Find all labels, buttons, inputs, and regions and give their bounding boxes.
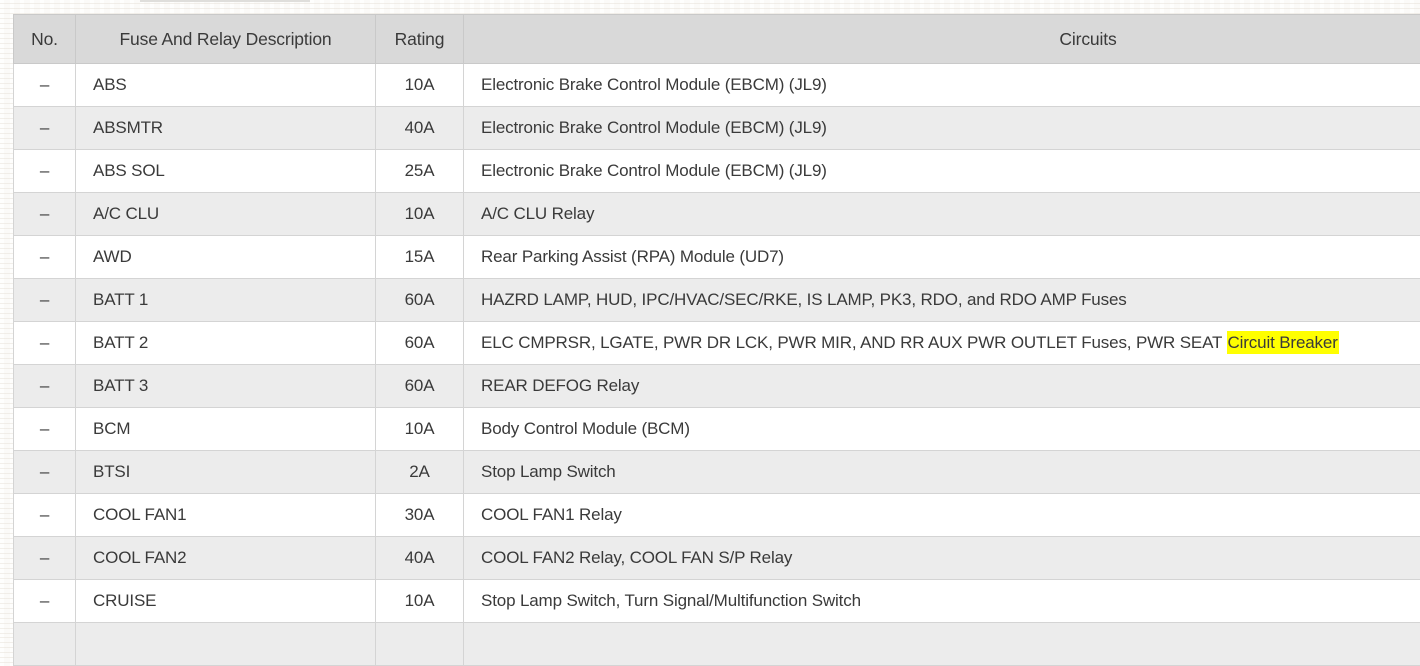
cell-rating — [376, 623, 464, 666]
table-row: – AWD 15A Rear Parking Assist (RPA) Modu… — [14, 236, 1420, 279]
circuits-text: Rear Parking Assist (RPA) Module (UD7) — [481, 247, 784, 266]
table-row: – BATT 2 60A ELC CMPRSR, LGATE, PWR DR L… — [14, 322, 1420, 365]
circuits-text: Stop Lamp Switch — [481, 462, 616, 481]
table-row: – BCM 10A Body Control Module (BCM) — [14, 408, 1420, 451]
cell-no: – — [14, 193, 76, 236]
cropped-element-edge — [140, 0, 310, 2]
col-header-rating: Rating — [376, 15, 464, 64]
cell-description: ABSMTR — [76, 107, 376, 150]
cell-rating: 60A — [376, 279, 464, 322]
table-row: – ABSMTR 40A Electronic Brake Control Mo… — [14, 107, 1420, 150]
cell-description: BTSI — [76, 451, 376, 494]
cell-rating: 10A — [376, 193, 464, 236]
cell-no: – — [14, 408, 76, 451]
cell-circuits: Stop Lamp Switch — [464, 451, 1420, 494]
cell-no: – — [14, 365, 76, 408]
fuse-table-container: No. Fuse And Relay Description Rating Ci… — [13, 14, 1420, 666]
cell-circuits: Electronic Brake Control Module (EBCM) (… — [464, 64, 1420, 107]
cell-description — [76, 623, 376, 666]
cell-no: – — [14, 322, 76, 365]
cell-rating: 60A — [376, 365, 464, 408]
cell-description: BATT 3 — [76, 365, 376, 408]
cell-description: A/C CLU — [76, 193, 376, 236]
circuits-text: Body Control Module (BCM) — [481, 419, 690, 438]
cell-rating: 40A — [376, 107, 464, 150]
cell-rating: 25A — [376, 150, 464, 193]
cell-no: – — [14, 150, 76, 193]
cell-rating: 60A — [376, 322, 464, 365]
table-row: – COOL FAN1 30A COOL FAN1 Relay — [14, 494, 1420, 537]
cell-no: – — [14, 279, 76, 322]
cell-description: COOL FAN2 — [76, 537, 376, 580]
circuits-text: A/C CLU Relay — [481, 204, 594, 223]
circuits-text: ELC CMPRSR, LGATE, PWR DR LCK, PWR MIR, … — [481, 333, 1227, 352]
cell-circuits: A/C CLU Relay — [464, 193, 1420, 236]
cell-circuits: REAR DEFOG Relay — [464, 365, 1420, 408]
fuse-table-header: No. Fuse And Relay Description Rating Ci… — [14, 15, 1420, 64]
cell-rating: 40A — [376, 537, 464, 580]
cell-circuits: Stop Lamp Switch, Turn Signal/Multifunct… — [464, 580, 1420, 623]
cell-rating: 10A — [376, 408, 464, 451]
circuits-text: COOL FAN1 Relay — [481, 505, 622, 524]
cell-no: – — [14, 451, 76, 494]
cell-rating: 2A — [376, 451, 464, 494]
circuits-text: REAR DEFOG Relay — [481, 376, 639, 395]
cell-no — [14, 623, 76, 666]
circuits-text: COOL FAN2 Relay, COOL FAN S/P Relay — [481, 548, 792, 567]
circuits-text: Electronic Brake Control Module (EBCM) (… — [481, 75, 827, 94]
circuits-text: Stop Lamp Switch, Turn Signal/Multifunct… — [481, 591, 861, 610]
cell-no: – — [14, 580, 76, 623]
cell-no: – — [14, 537, 76, 580]
circuits-text: Electronic Brake Control Module (EBCM) (… — [481, 118, 827, 137]
fuse-table: No. Fuse And Relay Description Rating Ci… — [13, 14, 1420, 666]
table-row: – BTSI 2A Stop Lamp Switch — [14, 451, 1420, 494]
cell-circuits: Electronic Brake Control Module (EBCM) (… — [464, 107, 1420, 150]
fuse-table-body: – ABS 10A Electronic Brake Control Modul… — [14, 64, 1420, 666]
cell-rating: 10A — [376, 64, 464, 107]
table-row: – A/C CLU 10A A/C CLU Relay — [14, 193, 1420, 236]
cell-description: ABS SOL — [76, 150, 376, 193]
highlighted-text: Circuit Breaker — [1227, 331, 1339, 354]
circuits-text: HAZRD LAMP, HUD, IPC/HVAC/SEC/RKE, IS LA… — [481, 290, 1127, 309]
table-row-partial — [14, 623, 1420, 666]
cell-description: BATT 1 — [76, 279, 376, 322]
cell-rating: 10A — [376, 580, 464, 623]
table-row: – COOL FAN2 40A COOL FAN2 Relay, COOL FA… — [14, 537, 1420, 580]
cell-no: – — [14, 64, 76, 107]
cell-no: – — [14, 494, 76, 537]
cell-circuits: Body Control Module (BCM) — [464, 408, 1420, 451]
cell-description: BCM — [76, 408, 376, 451]
col-header-description: Fuse And Relay Description — [76, 15, 376, 64]
table-row: – ABS SOL 25A Electronic Brake Control M… — [14, 150, 1420, 193]
cell-no: – — [14, 236, 76, 279]
cell-circuits: Electronic Brake Control Module (EBCM) (… — [464, 150, 1420, 193]
cell-description: CRUISE — [76, 580, 376, 623]
cell-circuits: Rear Parking Assist (RPA) Module (UD7) — [464, 236, 1420, 279]
table-row: – CRUISE 10A Stop Lamp Switch, Turn Sign… — [14, 580, 1420, 623]
col-header-circuits: Circuits — [464, 15, 1420, 64]
cell-description: COOL FAN1 — [76, 494, 376, 537]
cell-description: AWD — [76, 236, 376, 279]
cell-rating: 15A — [376, 236, 464, 279]
table-row: – ABS 10A Electronic Brake Control Modul… — [14, 64, 1420, 107]
table-row: – BATT 3 60A REAR DEFOG Relay — [14, 365, 1420, 408]
header-row: No. Fuse And Relay Description Rating Ci… — [14, 15, 1420, 64]
cell-circuits — [464, 623, 1420, 666]
table-row: – BATT 1 60A HAZRD LAMP, HUD, IPC/HVAC/S… — [14, 279, 1420, 322]
cell-description: ABS — [76, 64, 376, 107]
cell-rating: 30A — [376, 494, 464, 537]
cell-circuits: COOL FAN1 Relay — [464, 494, 1420, 537]
col-header-no: No. — [14, 15, 76, 64]
cell-circuits: HAZRD LAMP, HUD, IPC/HVAC/SEC/RKE, IS LA… — [464, 279, 1420, 322]
cell-description: BATT 2 — [76, 322, 376, 365]
cell-circuits: ELC CMPRSR, LGATE, PWR DR LCK, PWR MIR, … — [464, 322, 1420, 365]
circuits-text: Electronic Brake Control Module (EBCM) (… — [481, 161, 827, 180]
cell-no: – — [14, 107, 76, 150]
cell-circuits: COOL FAN2 Relay, COOL FAN S/P Relay — [464, 537, 1420, 580]
